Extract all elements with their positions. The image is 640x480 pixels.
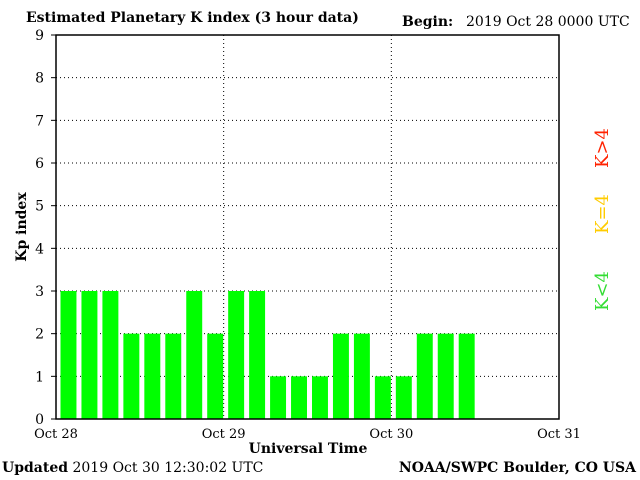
x-axis-label: Universal Time <box>249 441 368 457</box>
x-tick-label: Oct 31 <box>537 427 581 442</box>
kp-bar <box>458 333 475 419</box>
legend-k-lt-4: K<4 <box>592 271 613 311</box>
updated-label: Updated <box>2 460 69 476</box>
kp-bar <box>395 376 412 419</box>
y-axis-label: Kp index <box>14 192 30 262</box>
kp-bar <box>270 376 287 419</box>
x-tick-label: Oct 28 <box>34 427 78 442</box>
kp-bar <box>81 291 98 419</box>
y-tick-label: 4 <box>35 241 44 257</box>
begin-value: 2019 Oct 28 0000 UTC <box>466 14 630 30</box>
x-tick-labels: Oct 28 Oct 29 Oct 30 Oct 31 <box>34 427 581 442</box>
begin-label: Begin: <box>402 14 454 30</box>
y-tick-label: 5 <box>35 199 44 215</box>
kp-bar <box>186 291 203 419</box>
bar-layer <box>60 291 475 419</box>
kp-bar <box>165 333 182 419</box>
kp-bar <box>249 291 266 419</box>
grid-layer <box>56 35 559 419</box>
legend-k-gt-4: K>4 <box>592 128 613 168</box>
kp-bar <box>291 376 307 419</box>
kp-bar <box>102 291 119 419</box>
legend-k-eq-4: K=4 <box>592 194 613 234</box>
plot-frame <box>55 34 560 420</box>
y-tick-label: 1 <box>35 369 44 385</box>
y-tick-label: 0 <box>35 412 44 428</box>
kp-bar <box>332 333 349 419</box>
y-tick-label: 9 <box>35 28 44 44</box>
kp-bar <box>416 333 433 419</box>
y-tick-label: 8 <box>35 71 44 87</box>
kp-bar <box>60 291 77 419</box>
x-tick-label: Oct 30 <box>369 427 413 442</box>
x-tick-label: Oct 29 <box>202 427 246 442</box>
kp-bar <box>123 333 140 419</box>
updated-line: Updated 2019 Oct 30 12:30:02 UTC <box>2 460 263 476</box>
kp-bar <box>353 333 370 419</box>
updated-value: 2019 Oct 30 12:30:02 UTC <box>72 460 264 476</box>
chart-title: Estimated Planetary K index (3 hour data… <box>26 10 359 26</box>
y-tick-label: 2 <box>35 327 44 343</box>
kp-bar <box>207 333 224 419</box>
kp-bar <box>144 333 161 419</box>
credit-line: NOAA/SWPC Boulder, CO USA <box>398 460 636 476</box>
kp-bar <box>312 376 328 419</box>
kp-bar <box>374 376 391 419</box>
y-tick-label: 6 <box>35 156 44 172</box>
y-tick-labels: 0 1 2 3 4 5 6 7 8 9 <box>35 28 56 428</box>
kp-bar <box>228 291 245 419</box>
y-tick-label: 7 <box>35 113 44 129</box>
y-tick-label: 3 <box>35 284 44 300</box>
kp-bar <box>437 333 454 419</box>
